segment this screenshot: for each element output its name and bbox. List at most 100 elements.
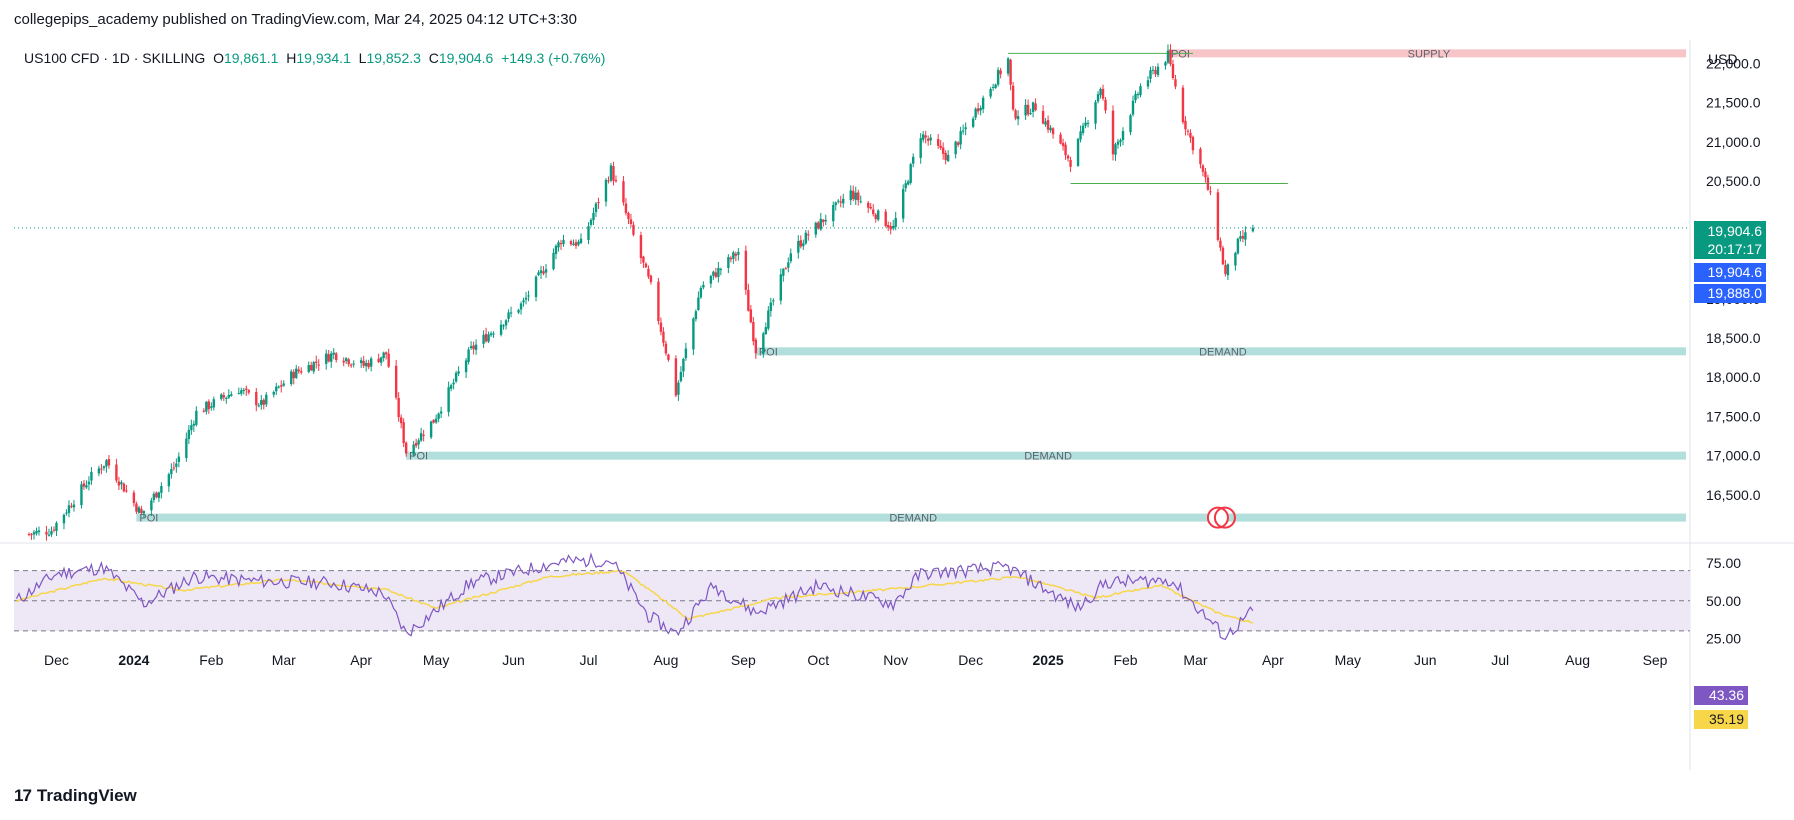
bullish-candle (1136, 94, 1140, 96)
currency-label[interactable]: USD (1708, 51, 1738, 67)
bearish-candle (1046, 120, 1050, 130)
rsi-tick-label: 50.00 (1706, 593, 1741, 609)
bullish-candle (307, 365, 310, 372)
bullish-candle (434, 418, 438, 423)
bullish-candle (37, 530, 41, 533)
supply-zone (1167, 49, 1686, 58)
bearish-candle (132, 492, 136, 504)
bearish-candle (1066, 155, 1070, 159)
bearish-candle (349, 364, 353, 366)
bullish-candle (819, 218, 822, 230)
bearish-candle (300, 371, 303, 373)
bullish-candle (1156, 66, 1160, 75)
bullish-candle (187, 429, 191, 440)
bullish-candle (1164, 62, 1167, 66)
bullish-candle (762, 333, 765, 355)
bullish-candle (946, 154, 950, 162)
bullish-candle (1081, 125, 1085, 133)
bearish-candle (752, 321, 755, 342)
change-value: +149.3 (+0.76%) (501, 50, 606, 66)
bullish-candle (727, 257, 730, 268)
bullish-candle (1024, 104, 1027, 116)
bullish-candle (205, 401, 208, 412)
bullish-candle (240, 390, 243, 394)
time-axis-label: May (1335, 652, 1361, 668)
bearish-candle (70, 506, 73, 508)
bearish-candle (107, 459, 111, 466)
bearish-candle (542, 271, 545, 274)
bearish-candle (1101, 88, 1105, 99)
bullish-candle (732, 252, 735, 259)
bearish-candle (867, 202, 870, 208)
bearish-candle (852, 190, 855, 200)
bullish-candle (277, 386, 280, 388)
bullish-candle (552, 252, 555, 270)
bullish-candle (587, 226, 590, 240)
bearish-candle (632, 224, 635, 235)
bullish-candle (272, 391, 275, 395)
bullish-candle (157, 492, 161, 498)
bullish-candle (1114, 144, 1117, 155)
bullish-candle (894, 218, 897, 227)
bullish-candle (537, 272, 540, 276)
time-axis-label: Oct (807, 652, 829, 668)
bearish-candle (872, 209, 875, 215)
bearish-candle (667, 354, 670, 360)
bullish-candle (594, 203, 598, 213)
bearish-candle (135, 503, 138, 512)
bullish-candle (330, 353, 333, 362)
time-axis-label: Nov (883, 652, 908, 668)
bearish-candle (1181, 87, 1185, 123)
bullish-candle (709, 276, 713, 284)
bullish-candle (1116, 141, 1120, 145)
close-label: C (428, 50, 439, 66)
bullish-candle (906, 181, 910, 185)
bullish-candle (539, 270, 543, 274)
bullish-candle (679, 371, 683, 382)
bullish-candle (312, 362, 315, 372)
bullish-candle (1084, 122, 1087, 126)
bearish-candle (247, 390, 250, 393)
rsi-tick-label: 25.00 (1706, 630, 1741, 646)
bearish-candle (639, 235, 643, 259)
symbol-name[interactable]: US100 CFD · 1D · SKILLING (24, 50, 206, 66)
bullish-candle (557, 242, 560, 248)
bullish-candle (682, 358, 685, 372)
bullish-candle (767, 310, 770, 329)
bearish-candle (642, 256, 645, 263)
bearish-candle (404, 442, 408, 454)
time-axis-label: May (423, 652, 449, 668)
bullish-candle (562, 239, 565, 245)
bullish-candle (737, 251, 740, 255)
bullish-candle (142, 511, 146, 514)
bullish-candle (32, 532, 36, 535)
bullish-candle (55, 522, 58, 531)
close-value: 19,904.6 (438, 50, 494, 66)
bullish-candle (719, 268, 723, 270)
bullish-candle (804, 232, 807, 244)
tradingview-logo-icon: 17 (14, 786, 32, 805)
bullish-candle (534, 276, 538, 298)
bullish-candle (1049, 127, 1052, 131)
time-axis-label: Jul (1491, 652, 1509, 668)
bearish-candle (30, 534, 33, 536)
bullish-candle (429, 421, 433, 438)
time-axis-label: Sep (731, 652, 756, 668)
bearish-candle (597, 202, 600, 204)
bearish-candle (714, 272, 718, 277)
bearish-candle (125, 490, 128, 492)
bearish-candle (649, 275, 653, 283)
tradingview-brand[interactable]: 17 TradingView (14, 786, 137, 806)
bearish-candle (1201, 165, 1205, 172)
bearish-candle (414, 442, 418, 446)
bearish-candle (659, 322, 663, 332)
bullish-candle (837, 200, 840, 202)
low-label: L (358, 50, 367, 66)
bullish-candle (210, 406, 213, 408)
bearish-candle (1174, 79, 1177, 87)
bullish-candle (225, 397, 228, 399)
bullish-candle (439, 411, 443, 414)
bearish-candle (647, 268, 650, 277)
bullish-candle (482, 334, 485, 344)
